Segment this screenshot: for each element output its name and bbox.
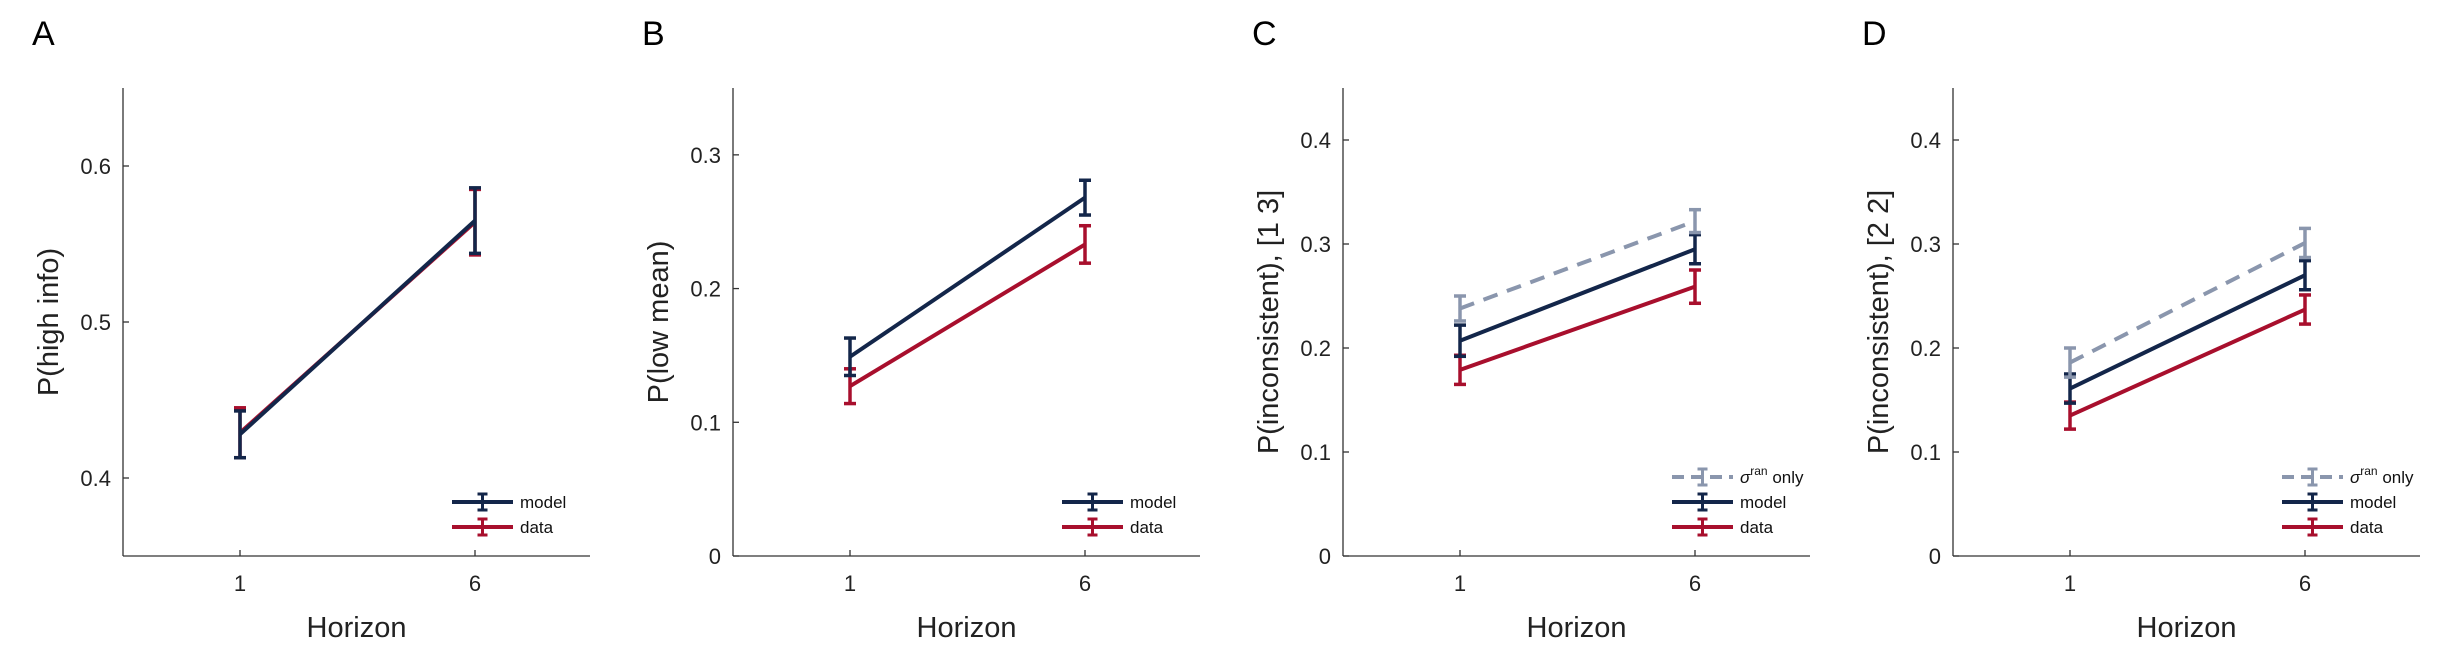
y-tick-label: 0.2 [1300,336,1331,361]
panel-c: C 0 0.1 0.2 0.3 0.4 1 6 Horizon P(inconsistent), … [1252,15,1810,644]
x-tick-label: 1 [1454,571,1466,596]
series-line-sigma_only [2069,241,2306,365]
y-tick-label: 0.4 [1910,128,1941,153]
series-line-model [1459,247,1696,343]
data-point-model [2303,273,2307,277]
series-line-data [2069,307,2306,418]
x-tick-label: 1 [234,571,246,596]
data-point-model [473,219,477,223]
panel-letter: C [1252,15,1277,53]
legend: σran only model data [1672,464,1804,537]
data-point-sigma_only [2068,361,2072,365]
data-point-data [2303,308,2307,312]
y-tick-label: 0.1 [1910,440,1941,465]
series-model [1454,232,1701,359]
legend-label-data: data [1130,518,1164,537]
x-tick-label: 1 [2064,571,2076,596]
series-data [2064,293,2311,431]
legend-label-model: model [1740,493,1786,512]
data-point-model [238,432,242,436]
x-tick-label: 6 [1079,571,1091,596]
legend-label-model: model [1130,493,1176,512]
data-point-sigma_only [1458,306,1462,310]
y-tick-label: 0.1 [1300,440,1331,465]
panel-a: A 0.4 0.5 0.6 1 6 Horizon P(high info) model data [32,15,590,644]
panel-letter: B [642,15,665,53]
series-line-data [1459,284,1696,372]
data-point-model [848,355,852,359]
data-point-data [1693,285,1697,289]
legend-label-data: data [520,518,554,537]
y-tick-label: 0.6 [80,154,111,179]
data-point-model [1693,247,1697,251]
x-axis-label: Horizon [307,612,407,644]
y-tick-label: 0.2 [690,277,721,302]
x-tick-label: 6 [2299,571,2311,596]
series-sigma_only [2064,226,2311,379]
series-sigma_only [1454,207,1701,323]
data-point-data [1083,242,1087,246]
y-tick-label: 0.3 [1300,232,1331,257]
x-tick-label: 6 [469,571,481,596]
series-model [2064,258,2311,405]
legend-label-model: model [520,493,566,512]
data-point-data [2068,414,2072,418]
legend: model data [452,492,566,537]
y-axis-label: P(high info) [33,248,65,396]
y-axis-label: P(inconsistent), [2 2] [1863,190,1895,454]
data-point-model [1458,339,1462,343]
x-axis-label: Horizon [917,612,1017,644]
series-line-model [238,219,477,436]
y-tick-label: 0.4 [80,466,111,491]
y-tick-label: 0.1 [690,410,721,435]
y-tick-label: 0.3 [1910,232,1941,257]
x-tick-label: 6 [1689,571,1701,596]
x-axis-label: Horizon [2137,612,2237,644]
series-model [844,178,1091,378]
y-tick-label: 0.4 [1300,128,1331,153]
y-tick-label: 0 [1929,544,1941,569]
legend-label-sigma_only: σran only [2350,464,2414,487]
series-model [234,186,481,460]
legend-label-data: data [2350,518,2384,537]
data-point-sigma_only [2303,241,2307,245]
series-line-data [848,242,1087,388]
panel-letter: D [1862,15,1887,53]
legend-label-data: data [1740,518,1774,537]
y-tick-label: 0.5 [80,310,111,335]
y-axis-label: P(low mean) [643,241,675,404]
data-point-data [848,384,852,388]
series-line-model [848,195,1087,359]
series-data [234,187,481,460]
data-point-model [2068,387,2072,391]
y-tick-label: 0 [709,544,721,569]
x-tick-label: 1 [844,571,856,596]
y-axis-label: P(inconsistent), [1 3] [1253,190,1285,454]
series-line-sigma_only [1459,219,1696,311]
x-axis-label: Horizon [1527,612,1627,644]
panel-d: D 0 0.1 0.2 0.3 0.4 1 6 Horizon P(inconsistent), … [1862,15,2420,644]
y-tick-label: 0.2 [1910,336,1941,361]
legend-label-model: model [2350,493,2396,512]
legend: σran only model data [2282,464,2414,537]
legend-label-sigma_only: σran only [1740,464,1804,487]
y-tick-label: 0 [1319,544,1331,569]
series-data [844,223,1091,406]
series-line-model [2069,273,2306,391]
data-point-data [1458,368,1462,372]
panel-b: B 0 0.1 0.2 0.3 1 6 Horizon P(low mean) model data [642,15,1200,644]
data-point-model [1083,196,1087,200]
data-point-sigma_only [1693,219,1697,223]
legend: model data [1062,492,1176,537]
y-tick-label: 0.3 [690,143,721,168]
panel-letter: A [32,15,55,53]
